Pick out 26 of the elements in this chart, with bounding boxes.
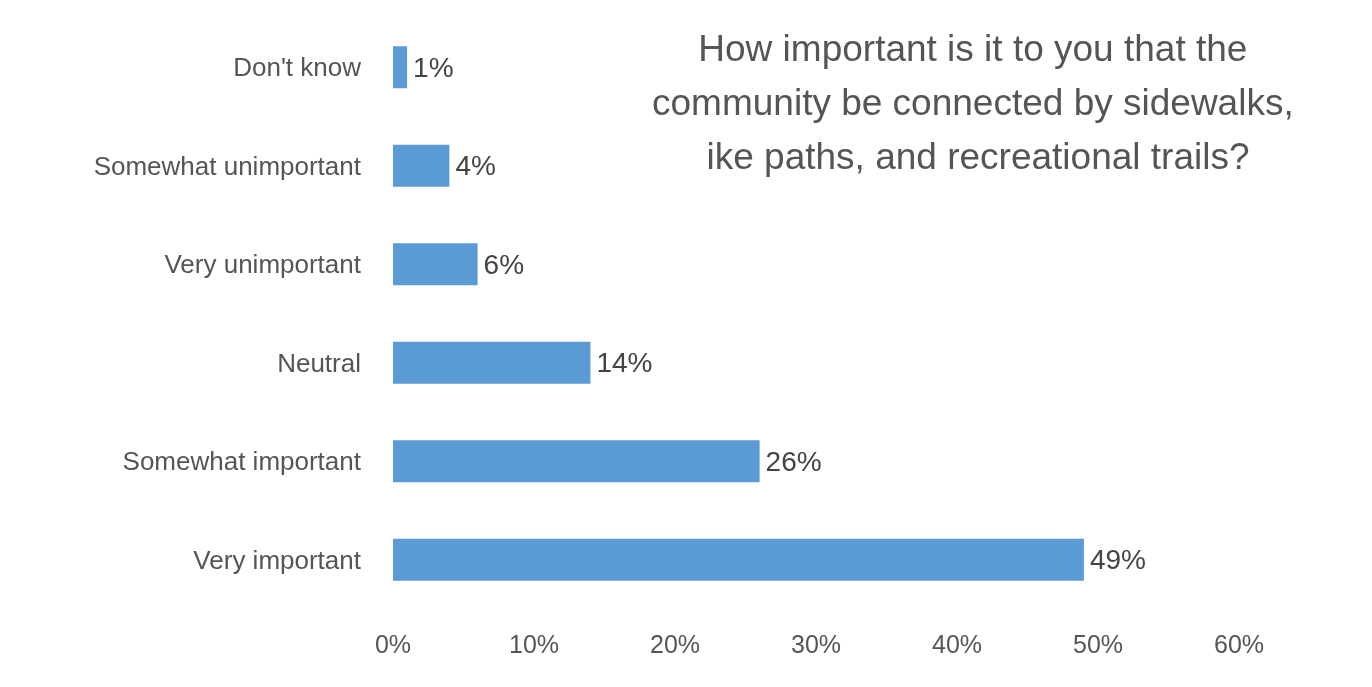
x-tick-label: 10% [508,629,560,658]
x-tick-label: 60% [1213,629,1265,658]
bar [393,538,1084,581]
bar [393,341,591,384]
bar [393,144,450,187]
data-label: 1% [413,51,454,83]
y-tick-label: Very unimportant [164,249,362,280]
data-label: 26% [765,445,822,477]
bar [393,46,408,89]
text: How important is it to you that the community be connected by sidewalks, ike paths, and recreational trails? [652,27,1304,177]
data-label: 4% [455,150,496,182]
data-label: 49% [1089,544,1146,576]
data-label: 6% [483,248,525,280]
y-tick-label: Somewhat unimportant [93,150,362,181]
x-tick-label: 40% [931,629,983,658]
y-tick-label: Neutral [277,347,361,378]
data-label: 14% [596,347,653,379]
bar [393,243,478,286]
x-tick-label: 50% [1072,629,1124,658]
x-tick-label: 0% [374,629,412,658]
x-tick-label: 30% [790,629,842,658]
y-tick-label: Somewhat important [122,446,362,477]
y-tick-label: Very important [193,544,362,575]
x-tick-label: 20% [649,629,701,658]
y-tick-label: Don't know [233,52,362,83]
bar [393,440,760,483]
